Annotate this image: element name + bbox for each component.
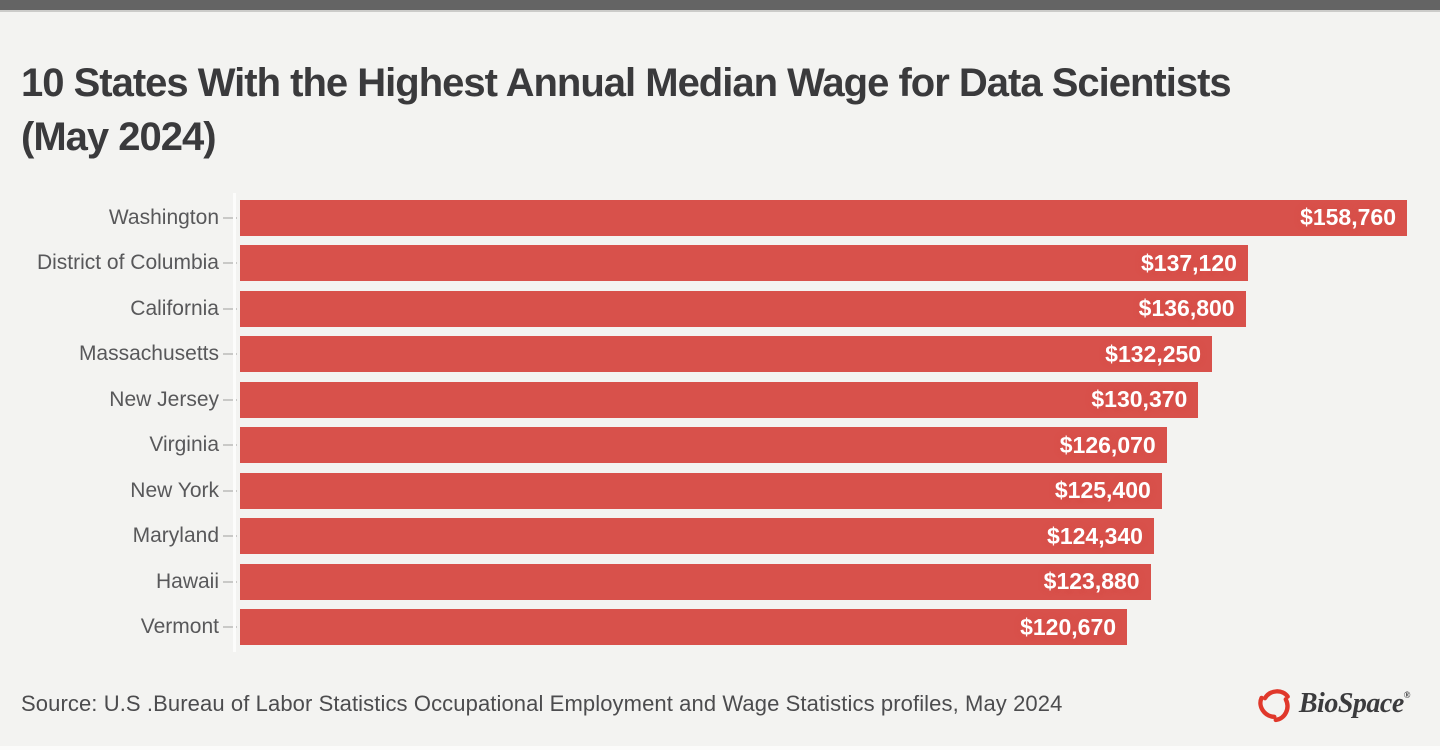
value-label: $130,370: [1091, 386, 1188, 413]
bar-row: New Jersey $130,370: [21, 377, 1440, 423]
bottom-page-edge: [0, 746, 1440, 750]
page-title-line-2: (May 2024): [21, 115, 217, 160]
bar: $137,120: [240, 245, 1248, 282]
tick-line: [223, 626, 237, 629]
registered-trademark-mark: ®: [1403, 689, 1411, 700]
bar-track: $125,400: [240, 472, 1407, 509]
category-label: Vermont: [140, 615, 219, 639]
tick-line: [223, 489, 237, 492]
top-accent-bar: [0, 0, 1440, 10]
value-label: $120,670: [1020, 613, 1117, 640]
category-label: Hawaii: [155, 569, 219, 593]
bar: $126,070: [240, 427, 1167, 464]
bar-track: $120,670: [240, 609, 1407, 646]
bar: $120,670: [240, 609, 1128, 646]
category-label: Washington: [108, 205, 219, 229]
bar-row: Washington $158,760: [21, 195, 1440, 241]
bar-row: Vermont $120,670: [21, 604, 1440, 650]
bar-track: $136,800: [240, 290, 1407, 327]
bar-row: Maryland $124,340: [21, 513, 1440, 559]
value-label: $125,400: [1054, 477, 1151, 504]
bar-track: $124,340: [240, 518, 1407, 555]
category-label: New York: [130, 478, 219, 502]
value-label: $158,760: [1300, 204, 1396, 231]
bar-track: $137,120: [240, 245, 1407, 282]
value-label: $126,070: [1059, 431, 1156, 458]
bar: $125,400: [240, 472, 1162, 509]
value-label: $137,120: [1141, 249, 1237, 276]
category-label: Maryland: [132, 524, 219, 548]
value-label: $124,340: [1047, 522, 1143, 549]
tick-line: [223, 535, 237, 538]
category-label: Massachusetts: [78, 342, 219, 366]
bar: $123,880: [240, 563, 1151, 600]
tick-line: [223, 580, 237, 583]
bar-chart: Washington $158,760 District of Columbia $1…: [0, 192, 1440, 652]
bar: $124,340: [240, 518, 1154, 555]
tick-line: [223, 353, 237, 356]
bar-track: $123,880: [240, 563, 1407, 600]
tick-line: [223, 307, 237, 310]
page-title-line-1: 10 States With the Highest Annual Median…: [21, 61, 1232, 105]
category-label: California: [130, 296, 219, 320]
tick-line: [223, 216, 237, 219]
top-accent-bar-edge: [0, 10, 1440, 12]
bar-chart-rows: Washington $158,760 District of Columbia $1…: [21, 195, 1440, 650]
bar-row: Virginia $126,070: [21, 422, 1440, 468]
footer: Source: U.S .Bureau of Labor Statistics …: [21, 682, 1411, 726]
category-label: District of Columbia: [36, 251, 219, 275]
bar-track: $132,250: [240, 336, 1407, 373]
bar-track: $158,760: [240, 199, 1407, 236]
biospace-logo-text: BioSpace®: [1298, 687, 1411, 719]
y-axis-line: [233, 192, 236, 652]
category-label: Virginia: [149, 433, 219, 457]
value-label: $132,250: [1105, 340, 1202, 367]
bar: $132,250: [240, 336, 1213, 373]
bar: $136,800: [240, 290, 1246, 327]
biospace-logo-icon: [1258, 688, 1290, 722]
bar-row: District of Columbia $137,120: [21, 240, 1440, 286]
tick-line: [223, 444, 237, 447]
source-note: Source: U.S .Bureau of Labor Statistics …: [21, 690, 1063, 716]
bar: $158,760: [240, 199, 1407, 236]
bar-row: Massachusetts $132,250: [21, 331, 1440, 377]
bar-track: $126,070: [240, 427, 1407, 464]
biospace-logo: BioSpace®: [1256, 682, 1411, 726]
bar-row: Hawaii $123,880: [21, 559, 1440, 605]
value-label: $136,800: [1138, 295, 1235, 322]
value-label: $123,880: [1043, 568, 1140, 595]
category-label: New Jersey: [109, 387, 219, 411]
bar-row: New York $125,400: [21, 468, 1440, 514]
page-title: 10 States With the Highest Annual Median…: [21, 56, 1410, 165]
bar-row: California $136,800: [21, 286, 1440, 332]
bar-track: $130,370: [240, 381, 1407, 418]
tick-line: [223, 398, 237, 401]
tick-line: [223, 262, 237, 265]
bar: $130,370: [240, 381, 1199, 418]
